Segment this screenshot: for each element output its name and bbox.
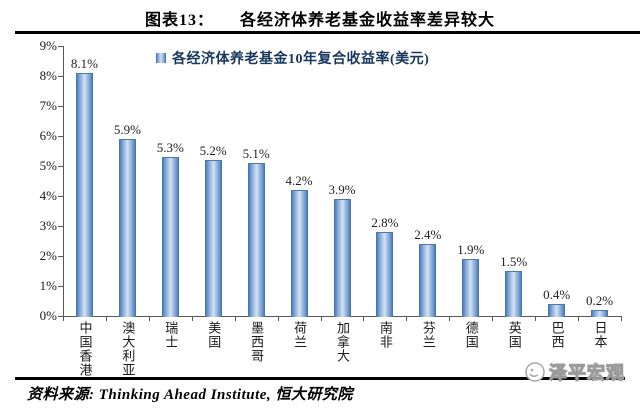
y-axis-tick — [58, 316, 63, 317]
y-axis-tick-label: 4% — [39, 188, 57, 203]
bar — [75, 73, 93, 317]
bar — [290, 190, 308, 317]
source-note: 资料来源: Thinking Ahead Institute, 恒大研究院 — [27, 387, 353, 403]
top-divider — [15, 31, 640, 34]
y-axis-tick-label: 2% — [39, 248, 57, 263]
figure-number: 图表13： — [144, 12, 214, 29]
x-axis-tick — [234, 316, 236, 321]
x-axis-tick — [449, 316, 451, 321]
figure-title: 图表13： 各经济体养老基金收益率差异较大 — [0, 6, 640, 30]
x-axis-label: 南非 — [377, 321, 393, 349]
x-axis-label: 中国香港 — [77, 321, 93, 377]
x-axis-label: 美国 — [206, 321, 222, 349]
x-axis-tick — [105, 316, 107, 321]
x-axis-label: 加拿大 — [335, 321, 350, 363]
bar-value-label: 5.2% — [199, 143, 227, 158]
x-axis-tick — [621, 316, 622, 321]
x-axis-label: 巴西 — [549, 321, 565, 349]
x-axis-tick — [191, 316, 193, 321]
x-axis-label: 芬兰 — [420, 321, 436, 349]
x-axis-label: 英国 — [506, 321, 522, 349]
y-axis-tick-label: 5% — [39, 158, 57, 173]
bar — [419, 244, 437, 317]
y-axis — [63, 46, 64, 317]
y-axis-tick — [58, 46, 63, 47]
legend-label: 各经济体养老基金10年复合收益率(美元) — [172, 52, 430, 67]
zeping-macro-logo-icon — [525, 362, 545, 382]
bar-value-label: 5.9% — [113, 122, 141, 137]
y-axis-tick — [58, 256, 63, 257]
bar-value-label: 1.9% — [457, 242, 485, 257]
y-axis-tick-label: 9% — [39, 38, 57, 53]
x-axis-tick — [578, 316, 580, 321]
y-axis-tick — [58, 136, 63, 137]
x-axis-tick — [535, 316, 537, 321]
bar-value-label: 3.9% — [328, 182, 356, 197]
x-axis-tick — [277, 316, 279, 321]
x-axis-tick — [320, 316, 322, 321]
bar-value-label: 0.4% — [543, 287, 571, 302]
bar — [591, 310, 609, 317]
x-axis-tick — [63, 316, 64, 321]
y-axis-tick-label: 6% — [39, 128, 57, 143]
bar-value-label: 0.2% — [585, 293, 614, 308]
x-axis-label: 澳大利亚 — [120, 321, 136, 377]
bar-value-label: 2.4% — [414, 227, 442, 242]
bar-value-label: 8.1% — [70, 56, 98, 71]
x-axis-tick — [148, 316, 150, 321]
x-axis-tick — [406, 316, 408, 321]
bar — [118, 139, 136, 317]
bar-value-label: 5.1% — [242, 146, 270, 161]
x-axis-label: 墨西哥 — [249, 321, 265, 363]
y-axis-tick — [58, 226, 63, 227]
y-axis-tick — [58, 286, 63, 287]
bar-value-label: 4.2% — [285, 173, 313, 188]
y-axis-tick-label: 7% — [39, 98, 57, 113]
y-axis-tick-label: 3% — [39, 218, 57, 233]
bar-value-label: 1.5% — [500, 254, 528, 269]
bar-value-label: 5.3% — [156, 140, 184, 155]
x-axis-label: 荷兰 — [292, 321, 308, 349]
x-axis-label: 瑞士 — [163, 321, 179, 349]
y-axis-tick — [58, 106, 63, 107]
y-axis-tick — [58, 196, 63, 197]
x-axis-tick — [492, 316, 494, 321]
y-axis-tick-label: 1% — [39, 278, 57, 293]
bar — [462, 259, 480, 317]
x-axis-label: 德国 — [463, 321, 479, 349]
y-axis-tick-label: 0% — [39, 308, 57, 323]
figure-title-text: 各经济体养老基金收益率差异较大 — [240, 12, 496, 29]
bar — [161, 157, 179, 317]
x-axis-tick — [363, 316, 365, 321]
bar — [505, 271, 523, 317]
bottom-divider — [15, 377, 625, 380]
y-axis-tick — [58, 76, 63, 77]
watermark: 泽平宏观 — [524, 359, 625, 385]
x-axis-label: 日本 — [592, 321, 608, 349]
bar — [376, 232, 394, 317]
bar-value-label: 2.8% — [371, 215, 399, 230]
y-axis-tick-label: 8% — [39, 68, 57, 83]
legend-marker-icon — [156, 53, 166, 63]
bar — [247, 163, 265, 317]
watermark-text: 泽平宏观 — [549, 363, 625, 384]
bar — [204, 160, 222, 317]
y-axis-tick — [58, 166, 63, 167]
bar — [333, 199, 351, 317]
chart-legend: 各经济体养老基金10年复合收益率(美元) — [156, 48, 429, 68]
bar — [548, 304, 566, 317]
